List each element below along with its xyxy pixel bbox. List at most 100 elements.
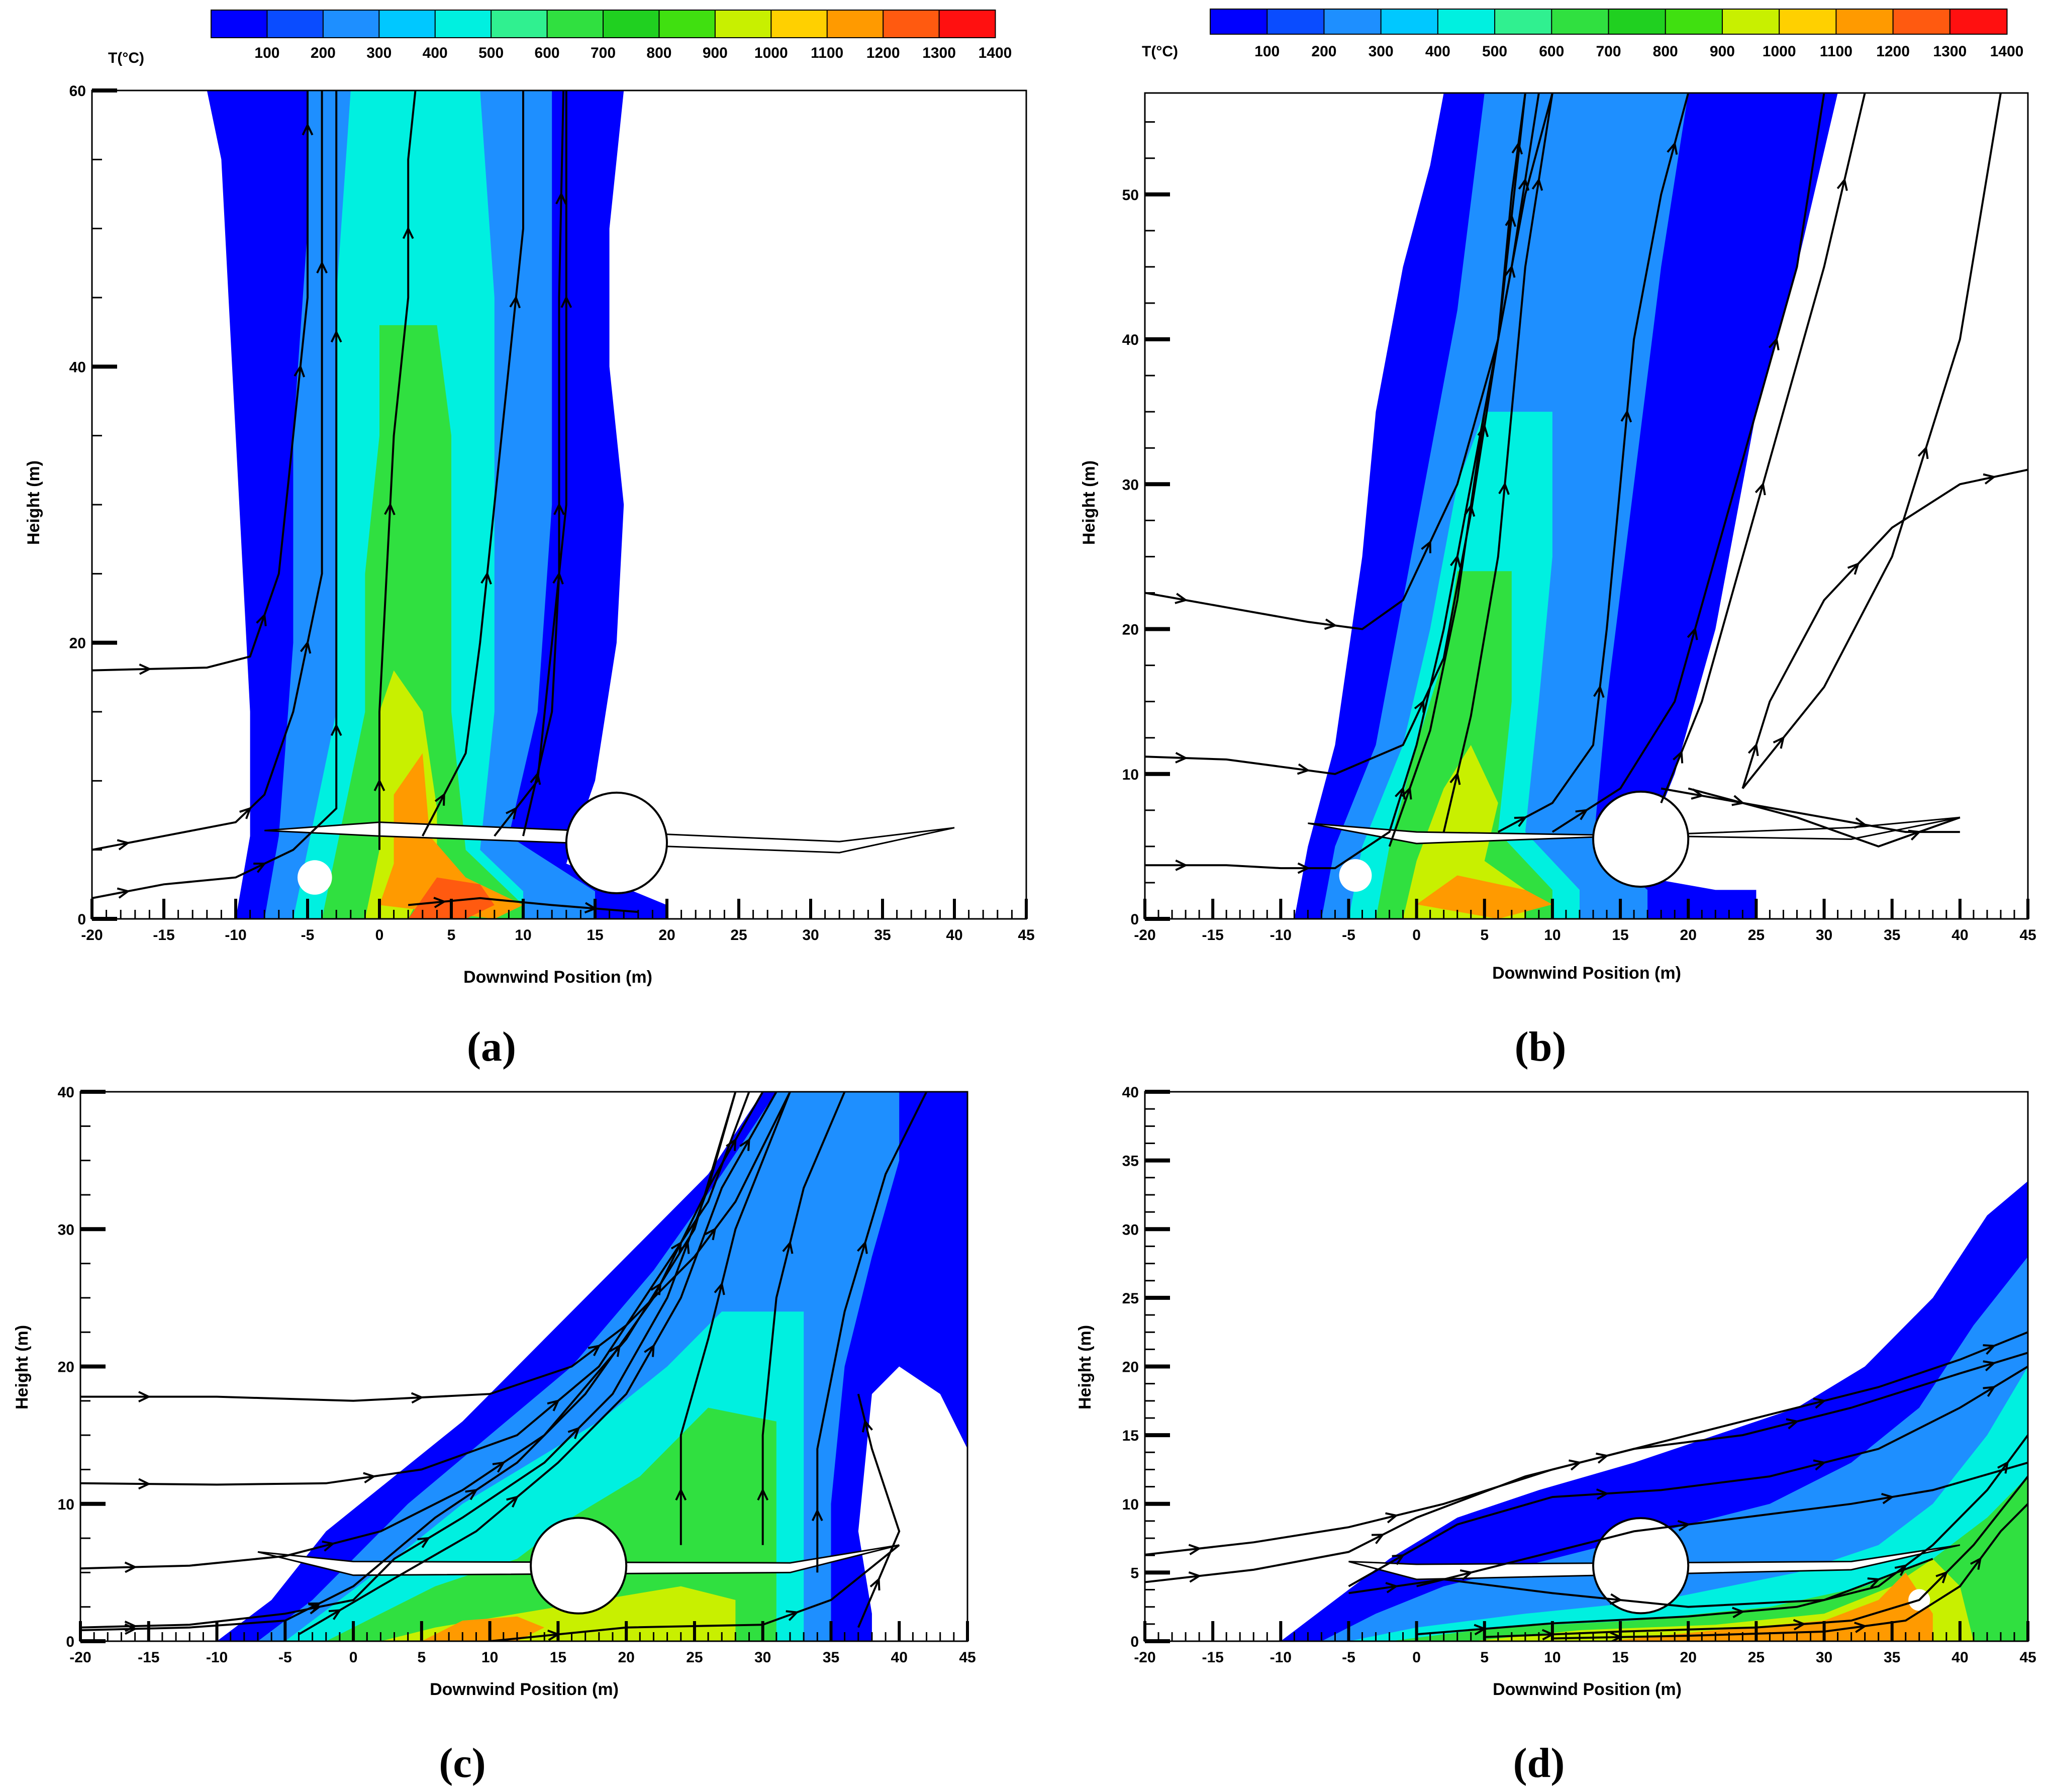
streamline-arrow (1569, 1459, 1582, 1471)
x-tick-label: 15 (1612, 927, 1628, 944)
colorbar-tick-label: 1300 (922, 45, 956, 61)
streamline-arrow (1175, 752, 1188, 764)
x-tick-label: 35 (1884, 927, 1900, 944)
streamline-arrow (1813, 1397, 1826, 1409)
temperature-region-1200 (421, 1616, 545, 1641)
panel-label-b: (b) (1515, 1023, 1567, 1070)
colorbar-swatch (1892, 9, 1951, 35)
streamline-arrow (547, 1399, 560, 1411)
streamline-arrow (1531, 177, 1543, 191)
streamline-arrow (869, 1577, 881, 1591)
streamline-arrow (300, 640, 312, 654)
streamline-arrow (1188, 1571, 1202, 1583)
x-tick-label: -10 (1270, 927, 1292, 944)
streamline-arrow (739, 1138, 750, 1151)
streamline-arrow (434, 792, 445, 806)
y-tick-label: 30 (1122, 477, 1139, 493)
streamline-arrow (1894, 1564, 1908, 1576)
streamline-arrow (256, 613, 267, 626)
colorbar-title: T(°C) (108, 50, 144, 66)
streamline (92, 90, 338, 899)
streamline-arrow (1747, 742, 1759, 757)
streamline-arrow (714, 1282, 725, 1295)
streamline (92, 90, 309, 672)
colorbar-tick-label: 200 (1311, 43, 1336, 60)
x-tick-label: 40 (891, 1649, 908, 1666)
streamline-arrow (1867, 1577, 1881, 1588)
streamline-arrow (1414, 699, 1425, 713)
streamline-arrow (786, 1610, 799, 1621)
colorbar-tick-label: 100 (1254, 43, 1280, 60)
streamline-arrow (567, 1427, 580, 1439)
x-tick-label: 0 (1412, 927, 1421, 944)
colorbar-tick-label: 1300 (1933, 43, 1967, 60)
streamline-arrow (1297, 862, 1310, 874)
streamline-arrow (1786, 1418, 1799, 1430)
streamline-arrow (1498, 482, 1510, 495)
x-tick-label: -15 (153, 927, 174, 944)
colorbar-tick-label: 1400 (1990, 43, 2024, 60)
streamlines (1145, 93, 2028, 874)
streamline-arrow (308, 1602, 322, 1613)
streamline-arrow (1773, 736, 1785, 749)
x-tick-label: 15 (1612, 1649, 1628, 1666)
streamline-arrow (782, 1241, 794, 1254)
y-tick-label: 0 (77, 911, 86, 928)
streamline (378, 90, 417, 850)
colorbar-swatch (491, 10, 548, 38)
streamline (1416, 1434, 2028, 1636)
colorbar-swatch (938, 10, 996, 38)
colorbar-swatch (1210, 9, 1268, 35)
streamline-arrow (1188, 1544, 1202, 1555)
streamline-arrow (1175, 593, 1188, 604)
colorbar-swatch (211, 10, 268, 38)
y-tick-label: 20 (1122, 622, 1139, 638)
streamline-arrow (1450, 554, 1462, 568)
panel-c: -20 -15 -10 -5 0 5 10 15 20 25 30 35 40 45 0 10 20 30 40 Do… (13, 1084, 976, 1699)
colorbar-swatch (1551, 9, 1609, 35)
x-tick-label: 45 (959, 1649, 976, 1666)
x-tick-label: 20 (618, 1649, 634, 1666)
streamline-arrow (1793, 1619, 1806, 1631)
streamline-arrow (384, 502, 396, 516)
streamline (1348, 1365, 2028, 1587)
colorbar-swatch (883, 10, 940, 38)
temperature-region-1000 (1403, 745, 1525, 919)
streamline-arrow (1731, 795, 1745, 806)
streamline-arrow (506, 1495, 519, 1507)
streamline-arrow (330, 330, 342, 343)
y-tick-label: 50 (1122, 187, 1139, 204)
colorbar-swatch (266, 10, 324, 38)
streamline-arrow (1970, 1557, 1982, 1570)
streamline-arrow (373, 778, 385, 792)
x-tick-label: 35 (823, 1649, 839, 1666)
streamline-arrow (1395, 786, 1406, 800)
streamline-arrow (253, 863, 267, 873)
x-tick-label: 40 (1952, 1649, 1968, 1666)
y-tick-label: 40 (1122, 1084, 1139, 1101)
streamline-arrow (1575, 809, 1589, 820)
colorbar-top-right: T(°C) 100 200 300 400 500 600 700 800 900 1000 110… (1142, 9, 2023, 60)
y-tick-label: 0 (66, 1634, 74, 1650)
x-tick-label: 40 (946, 927, 962, 944)
y-tick-label: 5 (1130, 1565, 1139, 1581)
streamline-arrow (139, 663, 152, 675)
tank-circle (565, 791, 668, 895)
streamline (80, 1092, 750, 1486)
x-tick-label: 5 (1480, 927, 1489, 944)
void-region (1339, 859, 1372, 892)
streamline-arrow (1449, 772, 1461, 785)
x-tick-label: 20 (1680, 927, 1697, 944)
streamline-arrow (433, 897, 447, 908)
x-tick-label: 35 (874, 927, 891, 944)
streamline-arrow (1372, 1534, 1385, 1544)
streamline-arrow (1997, 1461, 2009, 1474)
streamline-arrow (117, 887, 131, 899)
colorbar-swatch (714, 10, 772, 38)
streamline-arrow (138, 1478, 151, 1490)
x-tick-label: -15 (1202, 927, 1223, 944)
streamline-arrow (124, 1561, 138, 1573)
y-tick-label: 30 (1122, 1221, 1139, 1238)
panel-a: -20 -15 -10 -5 0 5 10 15 20 25 30 35 40 45 0 20 40 60 Down… (24, 83, 1035, 987)
y-tick-label: 40 (69, 359, 86, 375)
